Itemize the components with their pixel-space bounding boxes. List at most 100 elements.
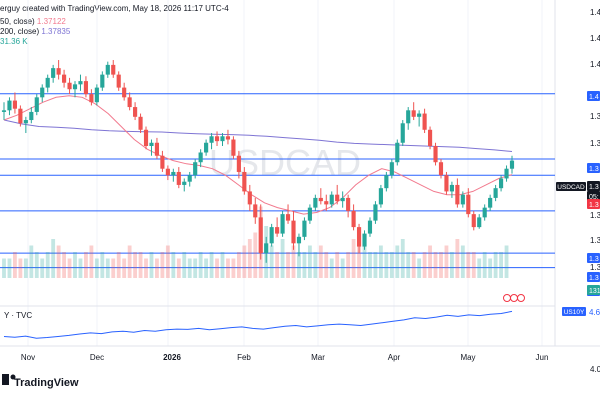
candle-body (116, 74, 121, 88)
candle-body (373, 204, 378, 221)
candle-body (466, 194, 471, 215)
us10y-value-label: 4.6 (589, 308, 600, 317)
price-badge-label: 1.3 (589, 256, 599, 263)
candle-body (62, 74, 67, 83)
volume-bar (307, 245, 312, 278)
candle-body (400, 123, 405, 143)
candle-body (51, 68, 56, 78)
candle-body (351, 210, 356, 228)
volume-bar (466, 252, 471, 278)
price-badge (587, 191, 600, 201)
us10y-badge[interactable] (562, 307, 586, 316)
volume-bar (78, 258, 83, 278)
candle-body (236, 155, 241, 172)
candle-body (340, 197, 345, 202)
volume-bar (400, 239, 405, 278)
volume-bar (155, 258, 159, 278)
us10y-line (3, 310, 513, 339)
candle-body (296, 236, 302, 244)
price-tick-label: 1.3 (590, 139, 600, 148)
candle-body (444, 175, 449, 192)
price-tick-label: 1.4 (590, 60, 600, 69)
candle-body (18, 108, 23, 124)
volume-bar (198, 252, 203, 278)
candle-body (111, 64, 116, 75)
candle-body (329, 194, 334, 205)
candle-body (253, 204, 258, 218)
sma50-legend[interactable]: 50, close) 1.37122 (0, 17, 66, 26)
candle-body (45, 77, 50, 88)
volume-bar (368, 252, 372, 278)
candle-body (100, 74, 105, 88)
volume-bar (40, 258, 45, 278)
event-marker-icon[interactable] (517, 294, 525, 302)
candle-body (378, 188, 383, 205)
volume-bar (439, 252, 443, 278)
event-marker-icon[interactable] (503, 294, 511, 302)
volume-badge (587, 285, 600, 295)
sma200-legend[interactable]: 200, close) 1.37835 (0, 27, 71, 36)
candle-body (231, 139, 236, 156)
price-tick-label: 1.3 (590, 263, 600, 272)
price-badge-label: 05: (589, 194, 599, 201)
volume-bar (51, 239, 56, 278)
volume-bar (493, 252, 498, 278)
price-badge (587, 163, 600, 173)
candle-body (122, 87, 127, 98)
volume-bar (23, 258, 28, 278)
volume-bar (247, 239, 252, 278)
candle-body (488, 197, 493, 208)
volume-bar (406, 252, 411, 278)
price-tick-label: 1.3 (590, 112, 600, 121)
volume-bar (280, 239, 285, 278)
price-badge (587, 199, 600, 209)
candle-body (477, 217, 482, 228)
event-marker-icon[interactable] (510, 294, 518, 302)
price-tick-label: 1.3 (590, 236, 600, 245)
tradingview-logo-dot (10, 374, 16, 380)
volume-bar (89, 245, 94, 278)
price-tick-label: 1.4 (590, 34, 600, 43)
volume-bar (226, 258, 230, 278)
volume-bar (318, 245, 323, 278)
volume-bar (499, 252, 503, 278)
candle-body (72, 84, 78, 90)
candle-body (438, 162, 444, 176)
volume-bar (127, 245, 132, 278)
volume-bar (236, 252, 241, 278)
volume-bar (504, 245, 509, 278)
volume-bar (357, 232, 361, 278)
candle-body (214, 136, 220, 142)
volume-bar (144, 258, 148, 278)
candle-body (275, 227, 280, 234)
candle-body (504, 168, 509, 179)
candle-body (269, 227, 274, 244)
price-badge-label: 1.3 (589, 166, 599, 173)
volume-bar (73, 252, 77, 278)
volume-bar (165, 245, 170, 278)
candle-body (460, 194, 465, 205)
volume-bar (340, 258, 345, 278)
volume-bar (384, 252, 389, 278)
volume-bar (84, 252, 88, 278)
candle-body (94, 87, 99, 103)
candle-body (220, 136, 225, 142)
candle-body (34, 97, 39, 112)
candle-body (422, 113, 427, 130)
x-tick-label: Mar (311, 353, 325, 362)
tradingview-logo[interactable]: TradingView (2, 374, 79, 389)
volume-badge-label: 131 (589, 288, 600, 295)
price-badge-label: 1.3 (589, 202, 599, 209)
volume-bar (433, 252, 438, 278)
volume-bar (176, 258, 181, 278)
volume-bar (411, 252, 416, 278)
candle-body (78, 81, 83, 85)
candle-body (362, 233, 367, 247)
price-badge (587, 181, 600, 191)
x-tick-label: Nov (21, 353, 35, 362)
symbol-badge[interactable] (556, 182, 586, 191)
sma50-line (3, 95, 513, 215)
candle-body (83, 81, 89, 95)
volume-bar (215, 258, 219, 278)
